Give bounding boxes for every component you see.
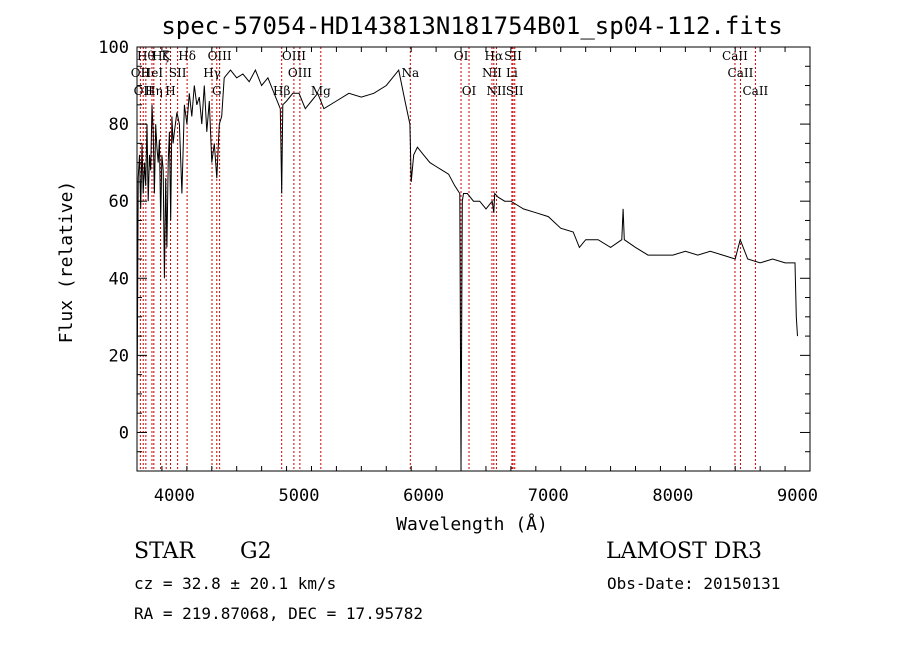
object-class: STAR — [134, 539, 196, 564]
y-tick-label: 100 — [98, 38, 129, 58]
marker-label-3: HeI — [141, 66, 164, 80]
marker-label-17: Na — [401, 66, 419, 80]
y-tick-label: 40 — [109, 269, 129, 289]
marker-label-4: Hη — [145, 84, 163, 98]
survey-name: LAMOST DR3 — [606, 539, 762, 564]
y-tick-label: 60 — [109, 192, 129, 212]
y-axis-label: Flux (relative) — [56, 181, 77, 344]
redshift-text: cz = 32.8 ± 20.1 km/s — [134, 574, 336, 593]
marker-label-7: H — [165, 84, 175, 98]
x-tick-label: 7000 — [528, 486, 569, 506]
object-subclass: G2 — [240, 539, 272, 564]
x-axis-label: Wavelength (Å) — [396, 513, 548, 535]
chart-title: spec-57054-HD143813N181754B01_sp04-112.f… — [161, 12, 782, 40]
marker-label-15: OIII — [288, 66, 312, 80]
marker-label-1: OII — [134, 84, 154, 98]
coordinates-text: RA = 219.87068, DEC = 17.95782 — [134, 604, 423, 623]
marker-label-8: SII — [169, 66, 187, 80]
y-tick-label: 20 — [109, 346, 129, 366]
marker-label-16: Mg — [311, 84, 331, 98]
marker-label-0: OII — [131, 66, 151, 80]
marker-label-27: CaII — [728, 66, 754, 80]
x-axis-ticks: 4000 5000 6000 7000 8000 9000 — [136, 47, 818, 506]
x-tick-label: 5000 — [279, 486, 320, 506]
marker-label-24: SII — [504, 49, 522, 63]
x-tick-label: 4000 — [154, 486, 195, 506]
spectrum-line — [136, 68, 798, 472]
y-tick-label: 0 — [119, 423, 129, 443]
line-markers — [139, 47, 756, 471]
marker-label-19: OI — [462, 84, 477, 98]
marker-label-9: Hδ — [178, 49, 196, 63]
y-tick-label: 80 — [109, 115, 129, 135]
marker-label-20: NII — [482, 66, 502, 80]
x-tick-label: 9000 — [777, 486, 818, 506]
marker-label-18: OI — [454, 49, 469, 63]
x-tick-label: 8000 — [652, 486, 693, 506]
marker-label-6: K — [162, 49, 172, 63]
line-marker-labels: OII OII Hθ HeI Hη HζK H SII Hδ Hγ G OIII Hβ OIII OIII M… — [131, 49, 769, 98]
x-tick-label: 6000 — [403, 486, 444, 506]
marker-label-26: CaII — [722, 49, 748, 63]
marker-label-13: Hβ — [273, 84, 290, 98]
marker-label-23: Li — [506, 66, 518, 80]
obs-date-text: Obs-Date: 20150131 — [607, 574, 780, 593]
marker-label-12: OIII — [208, 49, 232, 63]
marker-label-14: OIII — [282, 49, 306, 63]
y-axis-ticks: 0 20 40 60 80 100 — [98, 38, 810, 472]
marker-label-21: Hα — [485, 49, 504, 63]
marker-label-5: Hζ — [152, 49, 169, 63]
marker-label-10: Hγ — [203, 66, 221, 80]
marker-label-25: SII — [506, 84, 524, 98]
marker-label-22: NII — [486, 84, 506, 98]
marker-label-28: CaII — [742, 84, 768, 98]
marker-label-2: Hθ — [137, 49, 155, 63]
marker-label-11: G — [212, 84, 222, 98]
plot-frame — [136, 46, 811, 472]
